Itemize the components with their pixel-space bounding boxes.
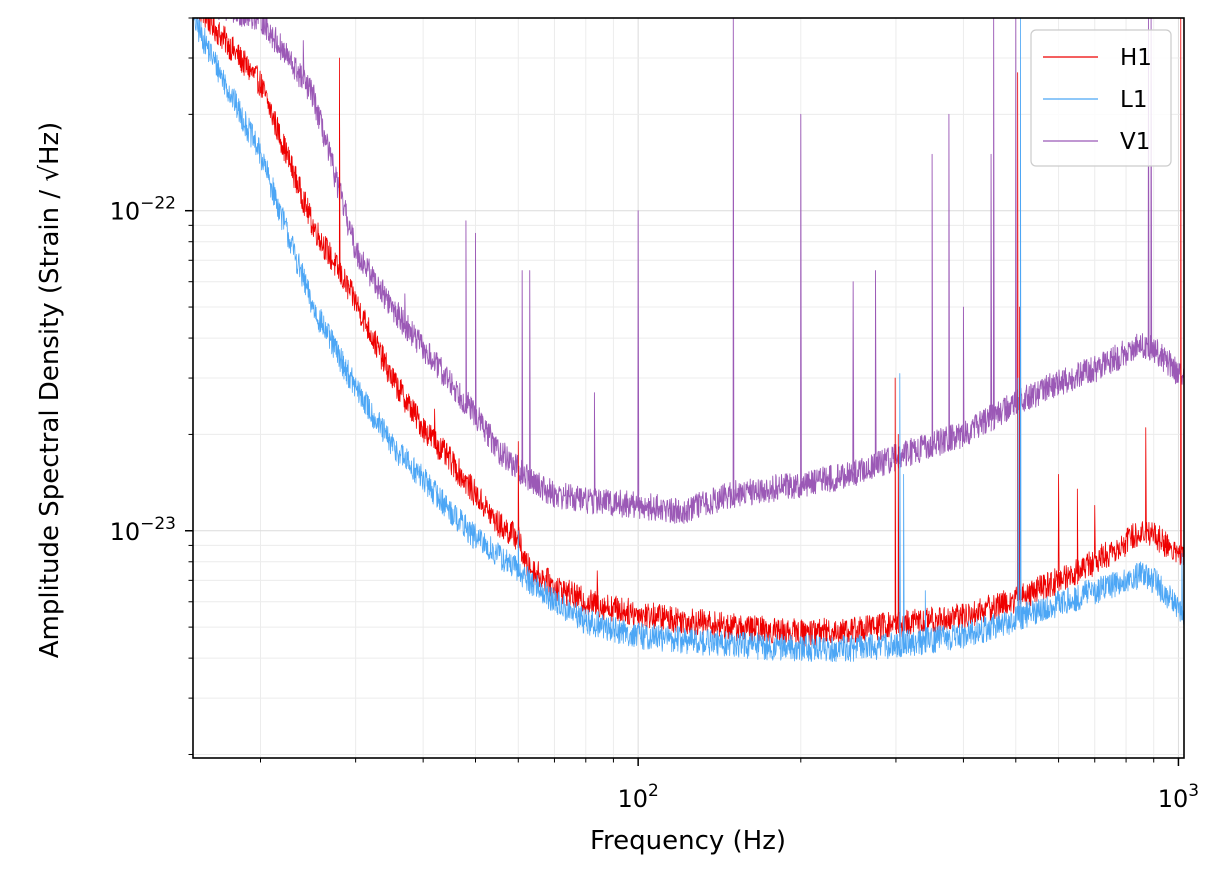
- legend-label-l1: L1: [1120, 87, 1147, 113]
- legend: H1 L1 V1: [1030, 29, 1172, 167]
- y-axis-title: Amplitude Spectral Density (Strain / √Hz…: [35, 122, 65, 659]
- x-tick-label: 103: [1158, 781, 1199, 813]
- series-layer: [193, 18, 1184, 662]
- series-line-l1: [193, 18, 1184, 662]
- x-tick-label: 102: [617, 781, 658, 813]
- legend-label-h1: H1: [1120, 45, 1152, 71]
- y-tick-label: 10−23: [110, 514, 176, 546]
- x-axis-title: Frequency (Hz): [590, 826, 786, 856]
- tick-layer: 102 103 10−23 10−22: [110, 17, 1199, 813]
- plot-frame: [192, 17, 1185, 759]
- legend-label-v1: V1: [1120, 129, 1150, 155]
- y-tick-label: 10−22: [110, 194, 176, 226]
- legend-box: [1030, 29, 1172, 167]
